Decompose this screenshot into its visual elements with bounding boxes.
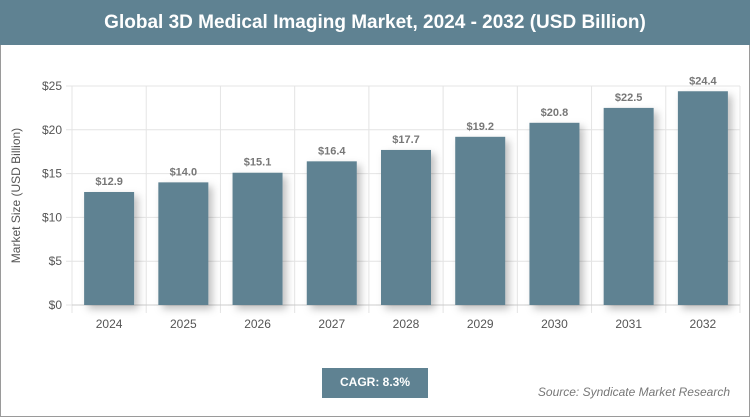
y-tick-label: $5 <box>49 254 63 268</box>
x-tick-label: 2030 <box>541 317 568 331</box>
bar-2030 <box>529 122 580 306</box>
data-label: $24.4 <box>689 75 717 87</box>
data-label: $20.8 <box>541 107 569 119</box>
chart-title: Global 3D Medical Imaging Market, 2024 -… <box>0 0 750 45</box>
bar-2032 <box>677 91 728 305</box>
x-tick-label: 2028 <box>393 317 420 331</box>
source-note: Source: Syndicate Market Research <box>537 385 730 399</box>
bar-2031 <box>603 107 654 306</box>
x-tick-label: 2025 <box>170 317 197 331</box>
data-label: $17.7 <box>392 134 420 146</box>
bar-2026 <box>232 172 283 305</box>
bar-2025 <box>158 182 209 305</box>
x-tick-label: 2026 <box>244 317 271 331</box>
y-axis-label: Market Size (USD Billion) <box>9 128 23 263</box>
x-tick-label: 2032 <box>690 317 717 331</box>
data-label: $14.0 <box>170 166 198 178</box>
bar-2029 <box>455 136 506 305</box>
bar-2027 <box>306 161 357 305</box>
x-tick-label: 2031 <box>615 317 642 331</box>
bar-2024 <box>84 191 135 305</box>
x-tick-label: 2029 <box>467 317 494 331</box>
data-label: $15.1 <box>244 157 272 169</box>
x-tick-label: 2024 <box>96 317 123 331</box>
data-label: $12.9 <box>95 176 123 188</box>
data-label: $22.5 <box>615 92 643 104</box>
y-tick-label: $10 <box>42 210 62 224</box>
y-tick-label: $25 <box>42 79 62 93</box>
data-label: $19.2 <box>466 121 494 133</box>
data-label: $16.4 <box>318 145 346 157</box>
y-tick-label: $0 <box>49 298 63 312</box>
y-tick-label: $15 <box>42 167 62 181</box>
cagr-badge: CAGR: 8.3% <box>322 368 428 398</box>
y-tick-label: $20 <box>42 123 62 137</box>
x-tick-label: 2027 <box>318 317 345 331</box>
bar-2028 <box>381 149 431 305</box>
